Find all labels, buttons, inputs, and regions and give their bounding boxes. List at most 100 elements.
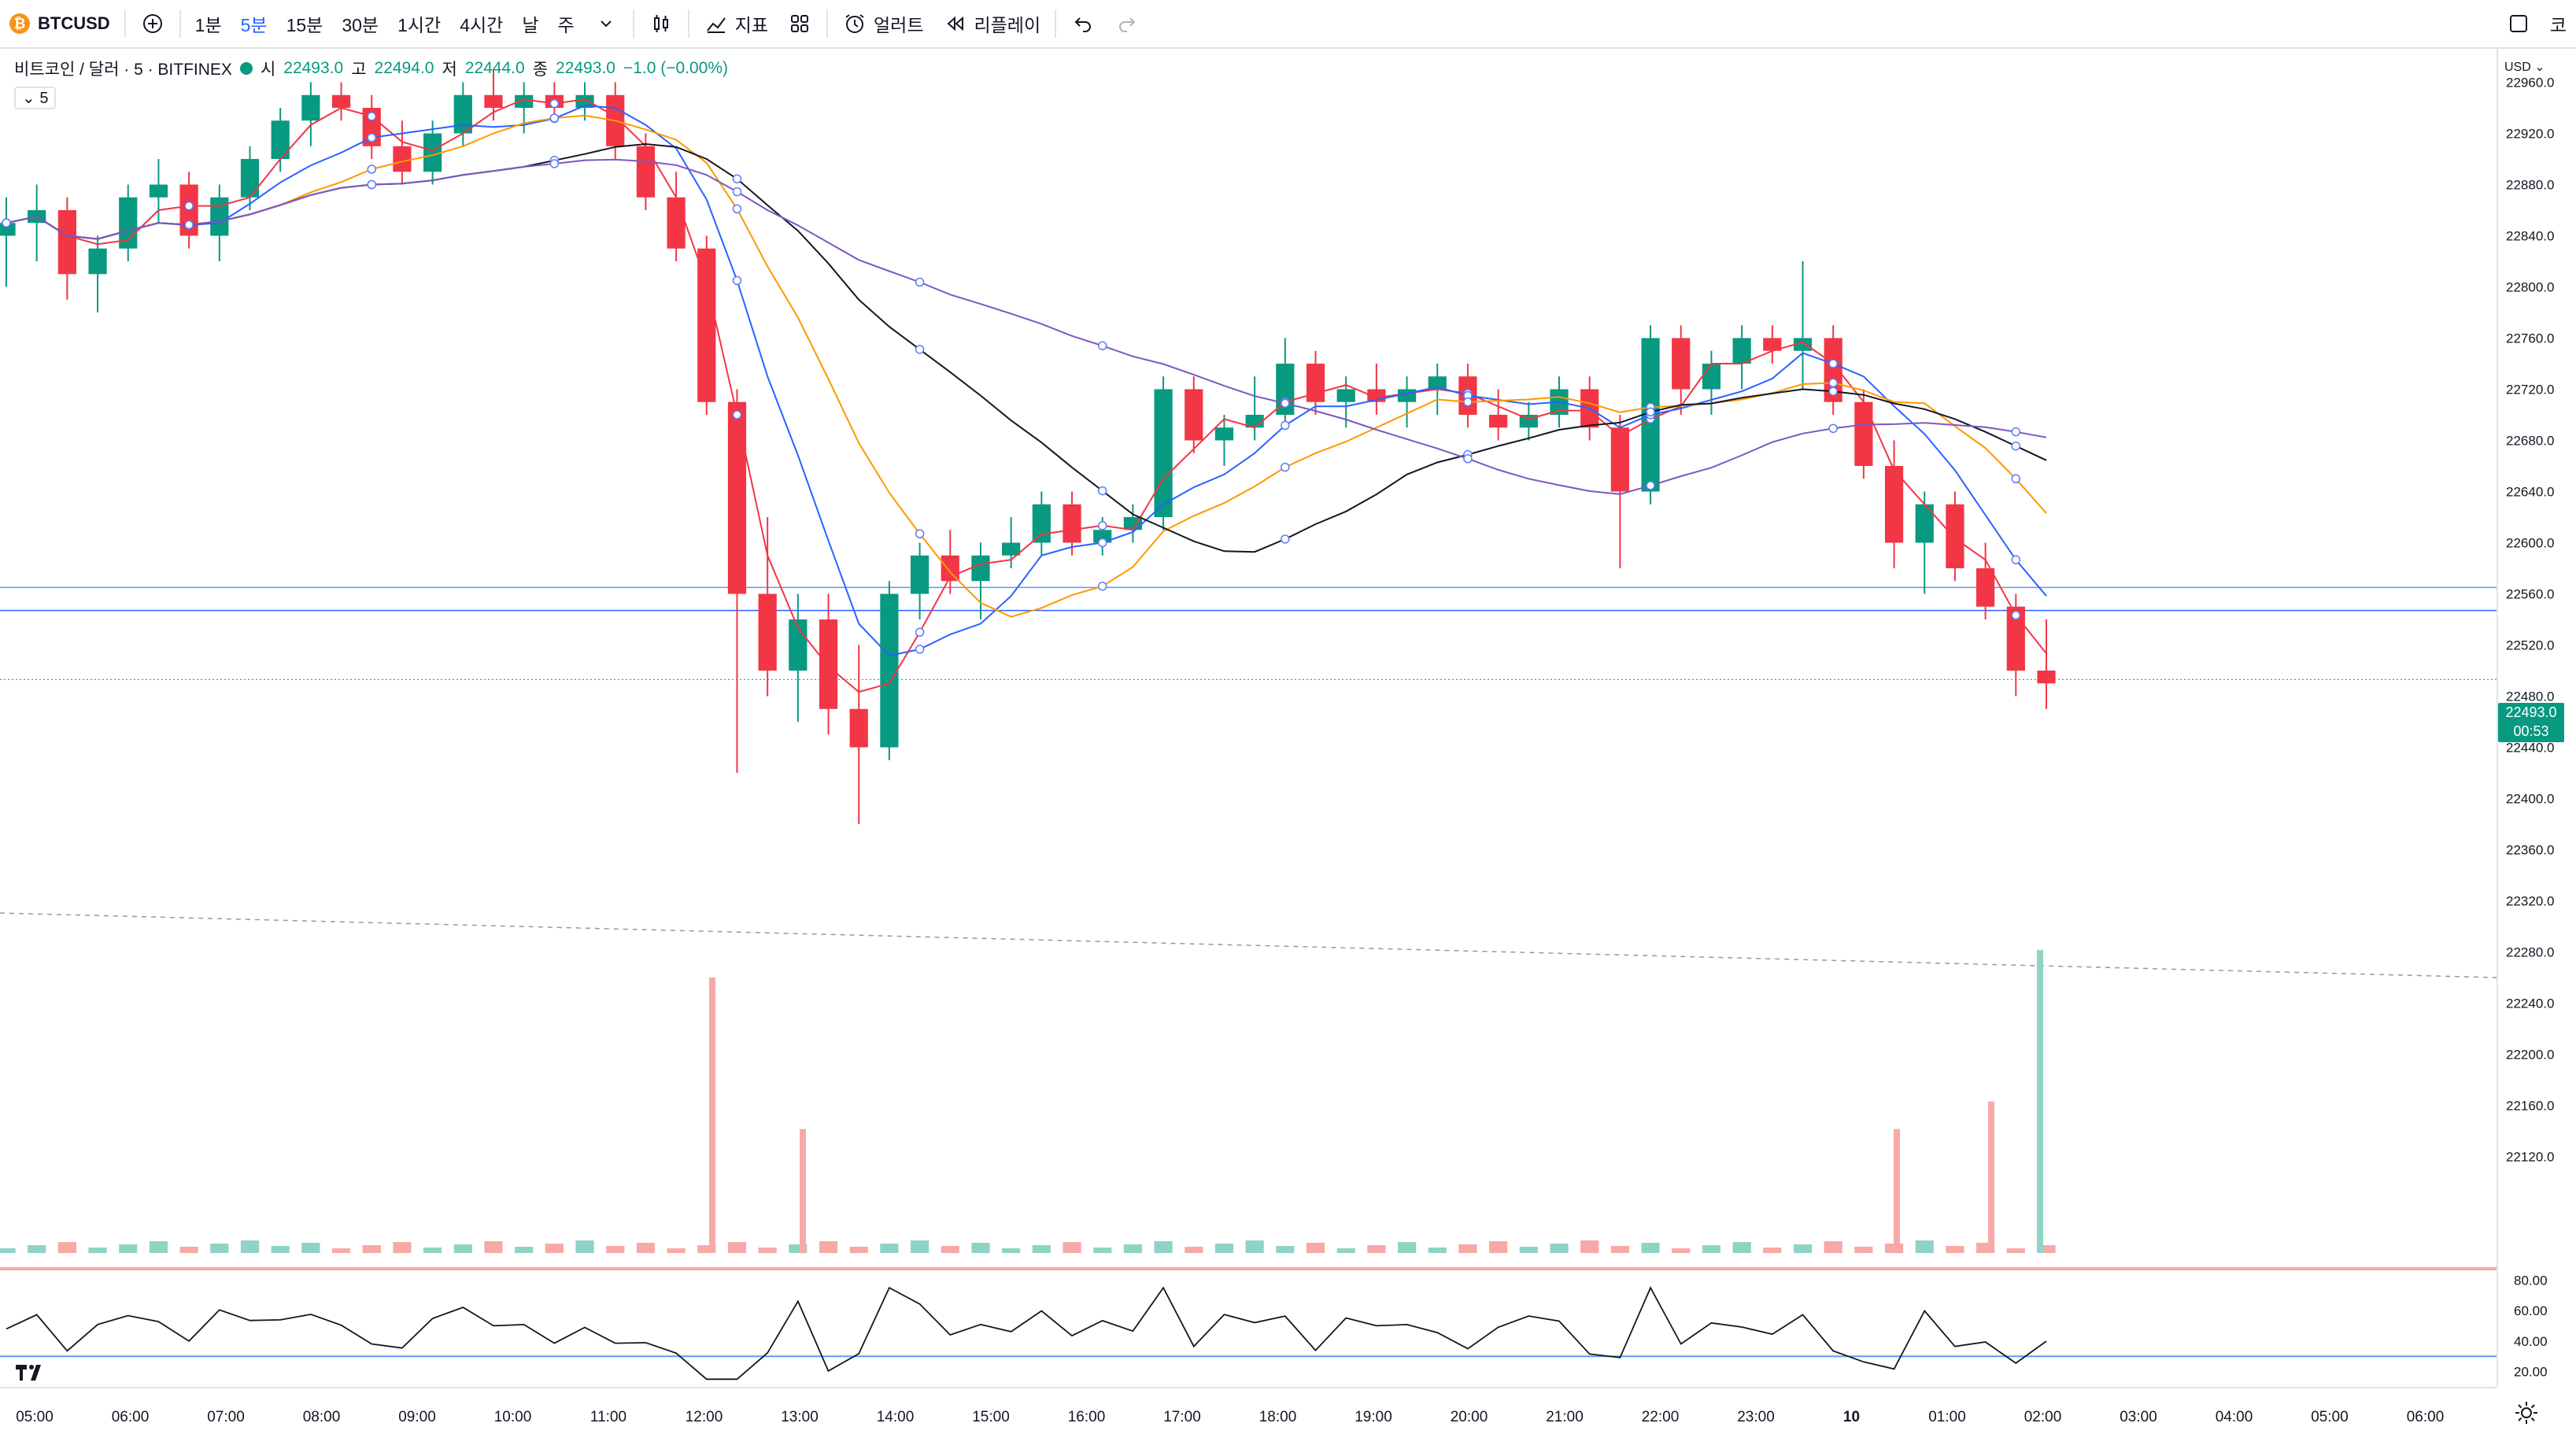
- replay-button[interactable]: 리플레이: [933, 0, 1050, 47]
- time-tick-label: 23:00: [1737, 1409, 1775, 1425]
- candle-body: [301, 94, 320, 121]
- volume-bar: [1367, 1245, 1386, 1253]
- price-axis[interactable]: USD ⌄ 22960.0 22920.0 22880.0 22840.0 22800.0…: [2497, 49, 2576, 1387]
- volume-bar: [1580, 1240, 1599, 1253]
- interval-15m[interactable]: 15분: [286, 15, 323, 35]
- trend-line: [0, 912, 2497, 978]
- candle-body: [1884, 466, 1904, 543]
- ma-marker: [915, 645, 925, 654]
- candle-body: [1915, 504, 1934, 543]
- ma-marker: [367, 165, 376, 174]
- ma-marker: [732, 187, 742, 197]
- volume-bar: [636, 1243, 656, 1253]
- interval-week[interactable]: 주: [557, 15, 575, 35]
- templates-button[interactable]: [778, 0, 822, 47]
- close-label: 종: [532, 61, 549, 79]
- volume-bar: [1458, 1244, 1477, 1253]
- settings-button[interactable]: [2511, 1397, 2542, 1429]
- candle-body: [2006, 606, 2025, 671]
- interval-day[interactable]: 날: [522, 15, 539, 35]
- volume-bar: [667, 1248, 686, 1253]
- ma-marker: [1646, 481, 1655, 490]
- candle-body: [1946, 504, 1964, 568]
- alert-button[interactable]: 얼러트: [833, 0, 933, 47]
- price-chart[interactable]: [0, 49, 2497, 1387]
- volume-bar: [1732, 1242, 1751, 1253]
- last-price-label: 22493.0 00:53: [2498, 703, 2564, 742]
- indicators-button[interactable]: 지표: [694, 0, 778, 47]
- volume-bar: [1032, 1245, 1051, 1253]
- square-icon: [2509, 15, 2527, 32]
- candle-body: [57, 210, 76, 275]
- indicators-label: 지표: [734, 15, 768, 35]
- candle-body: [1793, 338, 1813, 351]
- candle-body: [880, 593, 899, 748]
- candle-body: [149, 184, 168, 198]
- volume-bar: [1854, 1247, 1873, 1253]
- countdown-value: 00:53: [2513, 723, 2549, 739]
- indicators-toggle[interactable]: ⌄ 5: [14, 87, 57, 109]
- time-tick-label: 17:00: [1163, 1409, 1201, 1425]
- candle-body: [1306, 364, 1325, 402]
- symbol-search[interactable]: ₿ BTCUSD: [0, 0, 120, 47]
- time-tick-label: 09:00: [398, 1409, 436, 1425]
- price-tick-label: 22560.0: [2506, 587, 2554, 602]
- time-tick-label: 10: [1843, 1409, 1860, 1425]
- time-tick-label: 04:00: [2216, 1409, 2253, 1425]
- interval-30m[interactable]: 30분: [342, 15, 379, 35]
- volume-bar: [0, 1248, 16, 1253]
- currency-label: USD ⌄: [2504, 61, 2545, 74]
- redo-button[interactable]: [1105, 0, 1149, 47]
- volume-spike-bar: [2037, 950, 2043, 1253]
- time-axis[interactable]: 05:00 06:00 07:00 08:00 09:00 10:00 11:00 12:00…: [0, 1387, 2497, 1438]
- ma-marker: [1828, 423, 1838, 434]
- candle-body: [1032, 504, 1051, 543]
- divider: [687, 9, 689, 38]
- chart-type-button[interactable]: [639, 0, 683, 47]
- candle-body: [910, 555, 930, 594]
- fullscreen-button[interactable]: [2497, 0, 2541, 47]
- volume-bar: [910, 1240, 930, 1253]
- volume-bar: [819, 1241, 838, 1253]
- price-tick-label: 22760.0: [2506, 331, 2554, 346]
- chevron-down-icon: ⌄: [22, 90, 40, 107]
- volume-bar: [1915, 1240, 1934, 1253]
- undo-button[interactable]: [1061, 0, 1105, 47]
- price-tick-label: 22360.0: [2506, 843, 2554, 858]
- price-tick-label: 22680.0: [2506, 434, 2554, 449]
- ma-marker: [1097, 538, 1107, 548]
- candle-body: [1185, 389, 1203, 441]
- undo-icon: [1074, 17, 1092, 32]
- compare-symbol-button[interactable]: [131, 0, 175, 47]
- price-tick-label: 22800.0: [2506, 280, 2554, 295]
- ma-marker: [2011, 555, 2021, 564]
- volume-bar: [88, 1248, 107, 1253]
- volume-bar: [362, 1245, 381, 1253]
- interval-4h[interactable]: 4시간: [460, 15, 504, 35]
- candle-body: [667, 197, 686, 249]
- interval-dropdown[interactable]: [584, 0, 628, 47]
- volume-bar: [1672, 1248, 1691, 1253]
- tradingview-logo: [14, 1362, 49, 1382]
- volume-bar: [119, 1244, 138, 1253]
- interval-1m[interactable]: 1분: [194, 15, 222, 35]
- time-tick-label: 22:00: [1642, 1409, 1680, 1425]
- volume-bar: [1154, 1241, 1173, 1253]
- high-label: 고: [351, 61, 367, 79]
- rsi-line: [6, 1286, 2047, 1381]
- interval-5m[interactable]: 5분: [240, 15, 268, 35]
- candle-body: [331, 94, 351, 108]
- ma-marker: [2011, 441, 2021, 451]
- time-tick-label: 05:00: [2311, 1409, 2349, 1425]
- volume-bar: [301, 1243, 320, 1253]
- interval-1h[interactable]: 1시간: [397, 15, 442, 35]
- volume-bar: [758, 1248, 777, 1253]
- volume-bar: [789, 1244, 808, 1253]
- candle-body: [1702, 364, 1721, 390]
- alarm-clock-icon: [845, 14, 864, 33]
- volume-bar: [210, 1244, 229, 1253]
- price-tick-label: 22640.0: [2506, 485, 2554, 500]
- candle-body: [1763, 338, 1782, 351]
- time-tick-label: 06:00: [112, 1409, 150, 1425]
- chevron-down-icon: [600, 20, 612, 28]
